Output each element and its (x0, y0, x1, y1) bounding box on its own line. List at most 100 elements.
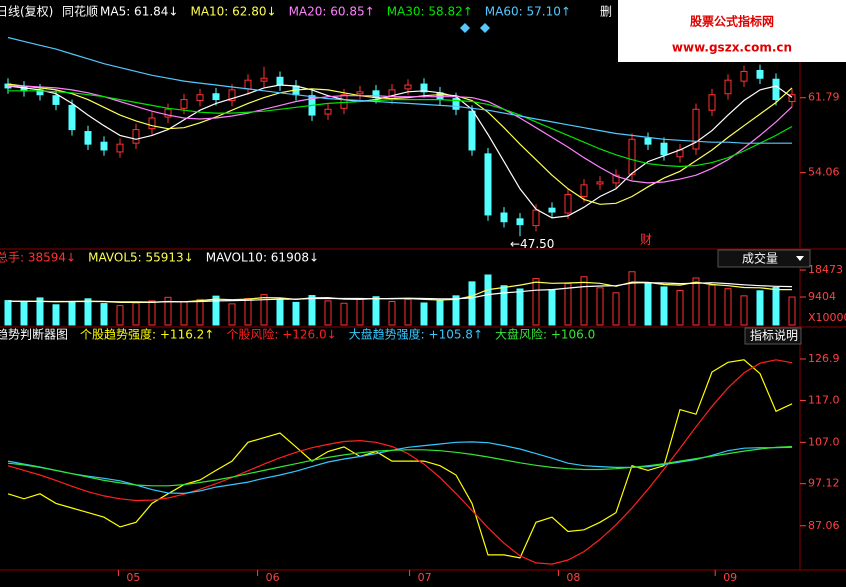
volume-bar (196, 298, 204, 326)
candle-body (692, 108, 700, 150)
legend-entry: MAVOL10: 61908↓ (206, 251, 319, 265)
dropdown-arrow[interactable] (796, 256, 804, 261)
selector-label[interactable]: 成交量 (742, 251, 778, 266)
candle-body (420, 83, 428, 93)
volume-bar (692, 277, 700, 326)
candle-body (132, 129, 140, 144)
candle-body (468, 110, 476, 151)
selector-box[interactable] (717, 249, 811, 268)
series-line (7, 36, 792, 144)
help-label[interactable]: 指标说明 (750, 328, 798, 343)
volume-bar (740, 295, 748, 326)
volume-bar (372, 296, 380, 326)
series-line (8, 85, 793, 184)
volume-bar (564, 283, 572, 326)
candle-body (740, 70, 748, 82)
candle-body (548, 207, 556, 213)
candle-body (484, 153, 492, 216)
volume-bar (532, 278, 540, 326)
candle-body (628, 138, 636, 175)
volume-bar (724, 288, 732, 326)
y-tick-label: 61.79 (808, 91, 840, 104)
candle-body (196, 94, 204, 102)
volume-bar (116, 305, 124, 326)
volume-bar (276, 299, 284, 326)
volume-bar (20, 301, 28, 326)
candle-body (356, 91, 364, 95)
legend-entry: 大盘趋势强度: +105.8↑ (349, 327, 483, 342)
help-box[interactable] (744, 327, 802, 345)
candle-body (596, 181, 604, 185)
candle-body (180, 99, 188, 109)
candle-body (644, 137, 652, 145)
x-tick-label: 09 (723, 571, 737, 584)
volume-bar (468, 281, 476, 326)
x-tick-label: 05 (126, 571, 140, 584)
volume-bar (484, 274, 492, 326)
y-tick-label: 107.0 (808, 435, 840, 448)
volume-bar (516, 288, 524, 326)
candle-body (68, 104, 76, 131)
candle-body (516, 218, 524, 226)
volume-bar (676, 289, 684, 326)
volume-bar (84, 298, 92, 326)
candle-body (116, 143, 124, 153)
candle-body (788, 94, 796, 103)
source-label: 同花顺 (62, 4, 98, 19)
indicator-help[interactable]: 指标说明 (744, 327, 802, 345)
y-tick-label: 126.9 (808, 352, 840, 365)
event-marker: 财 (640, 233, 652, 247)
y-tick-label: 117.0 (808, 393, 840, 406)
volume-bar (164, 296, 172, 326)
x-tick-label: 08 (566, 571, 580, 584)
candle-body (772, 78, 780, 101)
volume-bar (420, 302, 428, 326)
volume-bar (100, 303, 108, 326)
candle-body (564, 194, 572, 214)
volume-bar (404, 298, 412, 326)
volume-bar (388, 300, 396, 326)
signal-diamond (460, 23, 470, 33)
volume-bar (52, 304, 60, 326)
legend-entry: 个股趋势强度: +116.2↑ (80, 327, 214, 342)
volume-bar (580, 276, 588, 326)
volume-bar (212, 295, 220, 326)
y-tick-label: 54.06 (808, 166, 840, 179)
volume-selector[interactable]: 成交量 (717, 249, 811, 268)
x-tick-label: 07 (418, 571, 432, 584)
candle-body (164, 108, 172, 118)
volume-bar (356, 298, 364, 326)
volume-bar (228, 303, 236, 326)
candle-body (756, 69, 764, 79)
volume-bar (628, 271, 636, 326)
volume-bar (436, 300, 444, 326)
volume-bar (340, 302, 348, 326)
volume-bar (244, 298, 252, 326)
candle-body (228, 89, 236, 102)
volume-bar (36, 297, 44, 326)
legend-entry: MA60: 57.10↑ (485, 5, 571, 19)
candle-body (372, 90, 380, 99)
volume-bar (644, 282, 652, 326)
volume-bar (324, 300, 332, 326)
candle-body (276, 76, 284, 86)
candle-body (580, 184, 588, 198)
candle-body (244, 79, 252, 90)
period-label: 日线(复权) (0, 5, 53, 19)
menu-label: 删 (600, 5, 612, 19)
volume-bar (500, 285, 508, 326)
volume-bar (260, 294, 268, 326)
candle-body (452, 98, 460, 110)
low-label: ←47.50 (510, 237, 554, 251)
candle-body (724, 79, 732, 95)
volume-bar (4, 300, 12, 326)
volume-bar (292, 301, 300, 326)
legend-entry: MA10: 62.80↓ (190, 5, 276, 19)
series-line (7, 359, 793, 559)
signal-diamond (480, 23, 490, 33)
candle-body (612, 174, 620, 184)
candle-body (500, 212, 508, 223)
series-line (7, 84, 793, 219)
